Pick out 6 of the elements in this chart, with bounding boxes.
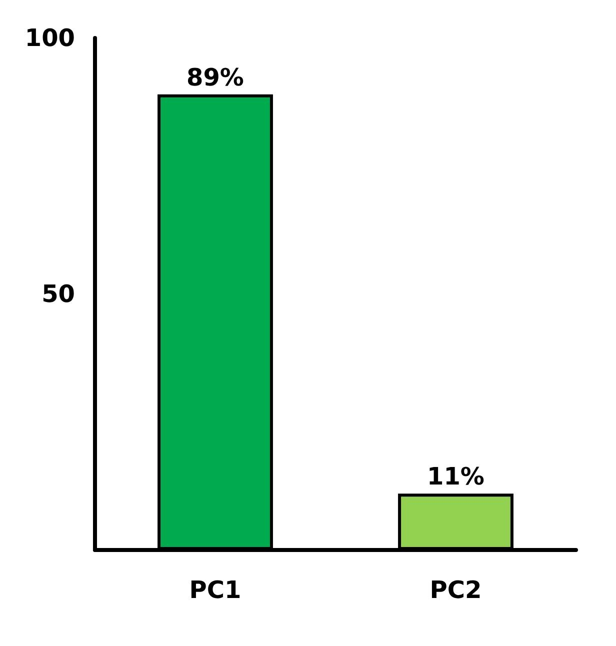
y-tick-label: 50 xyxy=(42,280,75,308)
x-tick-label: PC2 xyxy=(430,576,482,604)
data-label: 89% xyxy=(186,63,244,92)
y-tick-label: 100 xyxy=(24,24,75,52)
x-tick-label: PC1 xyxy=(189,576,242,604)
data-label: 11% xyxy=(427,462,484,491)
